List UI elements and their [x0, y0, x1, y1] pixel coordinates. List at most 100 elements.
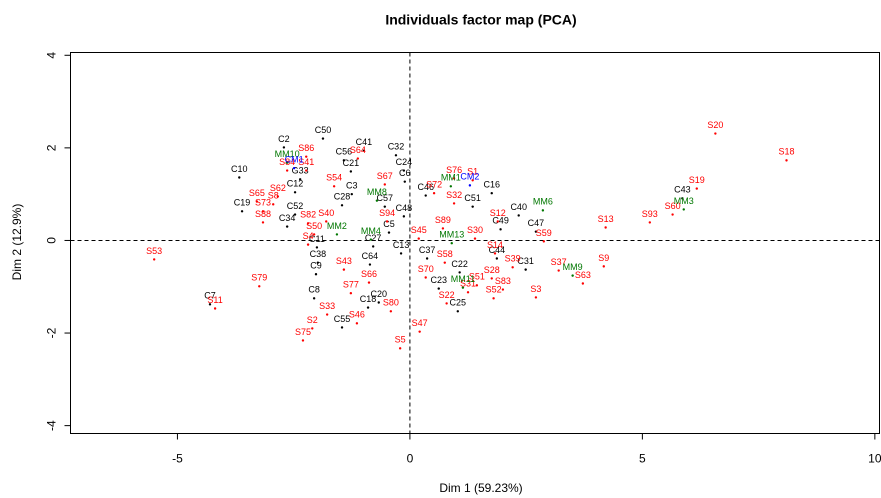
point-label: S86: [298, 143, 314, 153]
point: [441, 227, 445, 230]
point: [258, 285, 261, 288]
point-label: CM2: [460, 172, 479, 182]
point: [282, 146, 286, 149]
point: [682, 208, 685, 211]
point: [417, 237, 420, 240]
point-label: S8: [268, 191, 279, 201]
point-label: S75: [295, 327, 311, 337]
point-label: C12: [287, 179, 304, 189]
point: [385, 220, 389, 223]
point-label: S76: [446, 165, 462, 175]
point-label: C48: [396, 203, 413, 213]
point-label: C2: [278, 134, 290, 144]
point-label: S67: [377, 171, 393, 181]
point: [425, 257, 429, 260]
point: [452, 202, 456, 205]
point: [349, 170, 353, 173]
point-label: S93: [642, 209, 658, 219]
point: [511, 266, 514, 269]
point-label: C56: [336, 147, 353, 157]
point: [377, 301, 380, 304]
point-label: C46: [417, 182, 434, 192]
point: [534, 296, 538, 299]
point: [445, 302, 448, 305]
point-label: S73: [255, 198, 271, 208]
point: [261, 221, 265, 224]
point-label: S41: [298, 157, 314, 167]
point-label: S59: [536, 228, 552, 238]
point-label: C16: [483, 180, 500, 190]
point-label: MM1: [441, 173, 461, 183]
point-label: CM1: [285, 155, 304, 165]
point: [340, 326, 344, 329]
point-label: MM9: [563, 262, 583, 272]
point-label: C55: [334, 314, 351, 324]
point-label: S4: [303, 231, 314, 241]
point-label: S22: [439, 290, 455, 300]
point: [285, 161, 289, 164]
point-label: S52: [486, 285, 502, 295]
point: [557, 269, 560, 272]
point-label: S53: [146, 246, 162, 256]
point: [449, 185, 453, 188]
point-label: S43: [336, 256, 352, 266]
point-label: S33: [319, 301, 335, 311]
point-label: C44: [489, 245, 506, 255]
point-label: C28: [334, 192, 351, 202]
point-label: C11: [309, 234, 325, 244]
point-label: S64: [350, 145, 366, 155]
point-label: C24: [396, 157, 413, 167]
point: [292, 167, 296, 170]
point: [466, 291, 470, 294]
y-tick-label: -2: [45, 327, 59, 338]
point: [350, 192, 353, 196]
point: [695, 187, 698, 190]
point-label: C27: [365, 233, 382, 243]
point-label: C18: [360, 294, 377, 304]
point-label: S1: [467, 167, 478, 177]
point-label: C7: [204, 291, 216, 301]
point-label: MM11: [451, 274, 475, 284]
point: [473, 237, 477, 240]
point-label: S30: [467, 225, 483, 235]
point: [261, 210, 265, 213]
point-label: S39: [505, 254, 521, 264]
point-label: S14: [487, 240, 503, 250]
y-tick-label: -4: [45, 420, 59, 431]
point: [305, 169, 308, 172]
point-label: MM10: [275, 149, 300, 159]
point: [255, 200, 259, 203]
point: [314, 273, 318, 276]
point: [305, 155, 308, 158]
point: [418, 330, 421, 333]
point: [471, 179, 474, 182]
point: [648, 221, 652, 224]
point-label: S45: [411, 225, 427, 235]
point: [238, 176, 241, 179]
point: [342, 268, 346, 271]
point-label: S47: [412, 318, 428, 328]
point-label: S9: [598, 253, 609, 263]
point-label: S65: [249, 188, 265, 198]
point: [604, 226, 607, 229]
point-label: MM13: [439, 230, 464, 240]
x-tick-label: 0: [407, 452, 414, 466]
point: [492, 297, 495, 300]
point: [461, 286, 465, 289]
point-label: S70: [418, 264, 434, 274]
point: [443, 261, 446, 264]
point: [499, 228, 502, 231]
point-label: S51: [469, 272, 485, 282]
point-label: C13: [393, 240, 410, 250]
point: [213, 307, 217, 310]
y-tick-label: 4: [45, 52, 59, 59]
point-label: S89: [435, 215, 451, 225]
point-label: C37: [419, 245, 436, 255]
point-label: S46: [349, 310, 365, 320]
point: [399, 252, 403, 255]
point: [394, 154, 398, 157]
point-label: S20: [707, 120, 723, 130]
point: [671, 213, 674, 216]
point-label: S31: [460, 279, 476, 289]
point: [332, 185, 336, 188]
